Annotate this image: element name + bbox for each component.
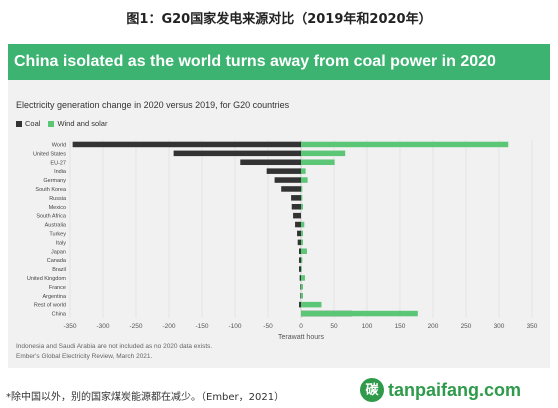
bar-wind-and-solar [301,195,303,201]
legend-swatch-coal [16,120,22,127]
category-label: United Kingdom [27,276,67,282]
bar-wind-and-solar [301,248,307,255]
legend-item-coal: Coal [16,119,40,128]
category-label: Japan [51,249,66,255]
chart-subtitle: Electricity generation change in 2020 ve… [16,100,290,110]
x-tick-label: -50 [263,323,273,330]
bar-coal [72,141,301,148]
category-label: South Korea [35,187,67,193]
bar-wind-and-solar [301,284,303,290]
x-tick-label: -150 [195,323,208,330]
bar-wind-and-solar [301,257,303,263]
bar-coal [299,275,301,281]
bar-coal [281,186,301,192]
category-label: France [49,285,66,291]
bar-coal [274,177,301,183]
category-label: Canada [47,258,67,264]
source-note: Indonesia and Saudi Arabia are not inclu… [16,343,213,350]
category-label: EU-27 [50,160,66,166]
x-tick-label: 150 [395,323,406,330]
x-tick-label: -350 [63,323,76,330]
bar-coal [299,248,301,255]
legend-label-coal: Coal [25,119,41,128]
category-label: Brazil [52,267,66,273]
legend-item-wind-solar: Wind and solar [48,119,107,128]
category-label: India [54,169,67,175]
chart-card [8,80,550,368]
category-label: Mexico [49,205,66,211]
bar-coal [300,292,302,299]
x-tick-label: -100 [228,323,241,330]
bar-coal [173,150,301,157]
x-tick-label: 100 [362,323,373,330]
category-label: Russia [49,196,67,202]
category-label: South Africa [36,214,67,220]
legend-label-wind-solar: Wind and solar [57,119,108,128]
bar-coal [297,239,301,246]
bar-coal [293,212,301,219]
x-tick-label: 300 [494,323,505,330]
category-label: Australia [45,223,67,229]
bar-wind-and-solar [301,150,346,157]
bar-wind-and-solar [301,221,305,228]
bar-wind-and-solar [301,168,306,174]
bar-wind-and-solar [301,239,303,246]
watermark-logo: 碳 [360,378,384,402]
x-tick-label: 200 [428,323,439,330]
source-citation: Ember's Global Electricity Review, March… [16,353,153,360]
bar-wind-and-solar [301,203,303,210]
banner-title: China isolated as the world turns away f… [8,44,550,80]
category-label: Turkey [49,231,66,237]
footnote: *除中国以外，别的国家煤炭能源都在减少。（Ember，2021） [6,392,285,403]
category-label: United States [33,151,66,157]
bar-coal [291,203,301,210]
x-tick-label: -250 [129,323,142,330]
bar-coal [291,195,301,201]
figure-title: 图1：G20国家发电来源对比（2019年和2020年） [126,12,432,27]
bar-coal [299,301,301,308]
watermark-text: tanpaifang.com [388,379,522,400]
x-tick-label: -300 [96,323,109,330]
bar-coal [299,266,301,272]
bar-wind-and-solar [301,159,335,166]
bar-coal [297,230,301,237]
bar-coal [240,159,301,166]
bar-coal [295,221,301,228]
x-tick-label: 50 [330,323,338,330]
category-label: Rest of world [34,303,66,309]
category-label: Germany [43,178,66,184]
bar-wind-and-solar [301,275,305,281]
x-axis-label: Terawatt hours [278,334,324,341]
x-tick-label: 250 [461,323,472,330]
legend-swatch-wind-solar [48,120,55,127]
bar-wind-and-solar [301,301,322,308]
bar-coal [300,284,302,290]
bar-coal [266,168,301,174]
bar-wind-and-solar [301,177,308,183]
x-tick-label: -200 [162,323,175,330]
category-label: Argentina [42,294,66,300]
x-tick-label: 0 [299,323,303,330]
x-tick-label: 350 [527,323,538,330]
bar-coal [299,257,301,263]
bar-wind-and-solar [301,292,303,299]
bar-wind-and-solar [301,186,303,192]
bar-chart: -350 -300 -250 -200 -150 -100 -50 0 50 100 150 200 2… [27,140,538,341]
category-label: China [52,312,67,318]
watermark: 碳 tanpaifang.com [360,378,521,402]
bar-wind-and-solar [301,310,418,317]
category-label: World [52,142,66,148]
bar-wind-and-solar [301,266,302,272]
bar-wind-and-solar [301,141,509,148]
bar-wind-and-solar [301,230,303,237]
category-label: Italy [56,240,66,246]
chart-legend: Coal Wind and solar [16,119,107,128]
